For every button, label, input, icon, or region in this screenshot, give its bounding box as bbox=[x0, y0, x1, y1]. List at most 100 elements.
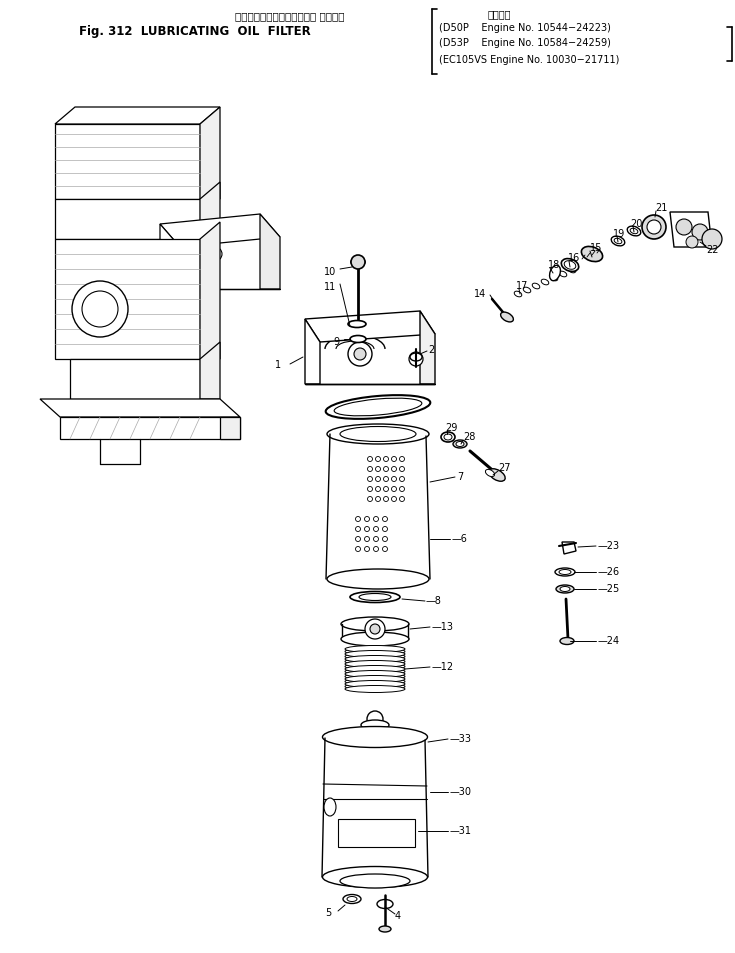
Ellipse shape bbox=[489, 469, 505, 481]
Circle shape bbox=[702, 230, 722, 250]
Text: —33: —33 bbox=[450, 733, 472, 743]
Circle shape bbox=[384, 487, 389, 492]
Polygon shape bbox=[420, 312, 435, 385]
Ellipse shape bbox=[559, 570, 571, 575]
Circle shape bbox=[647, 221, 661, 234]
Ellipse shape bbox=[564, 261, 576, 270]
Ellipse shape bbox=[410, 354, 422, 361]
Circle shape bbox=[212, 252, 218, 257]
Circle shape bbox=[368, 487, 373, 492]
Ellipse shape bbox=[340, 874, 410, 888]
Circle shape bbox=[376, 467, 381, 472]
Circle shape bbox=[384, 457, 389, 462]
Ellipse shape bbox=[485, 470, 495, 477]
Ellipse shape bbox=[523, 288, 531, 294]
Polygon shape bbox=[55, 200, 200, 240]
Ellipse shape bbox=[350, 336, 366, 343]
Polygon shape bbox=[70, 359, 200, 399]
Text: 29: 29 bbox=[445, 422, 457, 433]
Polygon shape bbox=[305, 319, 320, 385]
Circle shape bbox=[373, 547, 379, 552]
Text: 18: 18 bbox=[548, 260, 560, 270]
Circle shape bbox=[356, 527, 360, 532]
Circle shape bbox=[382, 517, 387, 522]
Ellipse shape bbox=[555, 568, 575, 577]
Ellipse shape bbox=[361, 720, 389, 730]
Text: 27: 27 bbox=[498, 462, 511, 473]
Text: 19: 19 bbox=[613, 229, 625, 239]
Polygon shape bbox=[305, 312, 435, 343]
Ellipse shape bbox=[345, 671, 405, 678]
Text: 17: 17 bbox=[516, 281, 528, 291]
Ellipse shape bbox=[345, 646, 405, 653]
Ellipse shape bbox=[323, 727, 428, 748]
Circle shape bbox=[365, 547, 370, 552]
Circle shape bbox=[368, 477, 373, 482]
Polygon shape bbox=[55, 240, 200, 359]
Circle shape bbox=[400, 497, 404, 502]
Circle shape bbox=[365, 517, 370, 522]
Circle shape bbox=[351, 255, 365, 270]
Ellipse shape bbox=[560, 587, 570, 592]
Ellipse shape bbox=[348, 321, 366, 328]
Ellipse shape bbox=[514, 292, 522, 297]
Polygon shape bbox=[160, 225, 180, 290]
Circle shape bbox=[368, 457, 373, 462]
Circle shape bbox=[676, 220, 692, 235]
Ellipse shape bbox=[359, 594, 391, 601]
Text: 9: 9 bbox=[334, 336, 340, 347]
Text: 7: 7 bbox=[457, 472, 463, 481]
Ellipse shape bbox=[345, 680, 405, 688]
Circle shape bbox=[409, 353, 423, 367]
Circle shape bbox=[368, 497, 373, 502]
Circle shape bbox=[692, 225, 708, 241]
Text: —25: —25 bbox=[598, 583, 620, 594]
Text: —12: —12 bbox=[432, 661, 454, 671]
Ellipse shape bbox=[612, 237, 625, 247]
Circle shape bbox=[365, 537, 370, 542]
Ellipse shape bbox=[345, 651, 405, 658]
Ellipse shape bbox=[343, 895, 361, 903]
Ellipse shape bbox=[345, 660, 405, 668]
Circle shape bbox=[348, 343, 372, 367]
Text: 16: 16 bbox=[568, 253, 580, 263]
Ellipse shape bbox=[551, 275, 558, 281]
Text: 28: 28 bbox=[463, 432, 476, 441]
Circle shape bbox=[384, 477, 389, 482]
Text: 2: 2 bbox=[428, 345, 434, 355]
Text: ルーブリケーティングオイル フィルタ: ルーブリケーティングオイル フィルタ bbox=[235, 11, 345, 21]
Text: —8: —8 bbox=[426, 596, 442, 605]
Ellipse shape bbox=[550, 266, 560, 281]
Circle shape bbox=[384, 467, 389, 472]
Text: (D50P    Engine No. 10544−24223): (D50P Engine No. 10544−24223) bbox=[439, 23, 611, 33]
Text: 15: 15 bbox=[590, 243, 603, 253]
Ellipse shape bbox=[532, 284, 539, 290]
Circle shape bbox=[392, 477, 396, 482]
Text: 20: 20 bbox=[630, 219, 642, 229]
Text: 1: 1 bbox=[275, 359, 281, 370]
Circle shape bbox=[376, 487, 381, 492]
Circle shape bbox=[82, 292, 118, 328]
Ellipse shape bbox=[324, 799, 336, 816]
Polygon shape bbox=[55, 125, 200, 200]
Circle shape bbox=[208, 248, 222, 262]
Ellipse shape bbox=[327, 569, 429, 589]
Circle shape bbox=[376, 497, 381, 502]
Ellipse shape bbox=[345, 666, 405, 673]
Ellipse shape bbox=[327, 424, 429, 444]
Circle shape bbox=[72, 282, 128, 337]
Circle shape bbox=[686, 236, 698, 249]
Ellipse shape bbox=[541, 280, 549, 286]
Polygon shape bbox=[55, 108, 220, 125]
Ellipse shape bbox=[379, 926, 391, 932]
Polygon shape bbox=[40, 399, 240, 417]
Ellipse shape bbox=[501, 313, 513, 322]
Ellipse shape bbox=[341, 633, 409, 646]
Text: (EC105VS Engine No. 10030−21711): (EC105VS Engine No. 10030−21711) bbox=[439, 55, 620, 65]
Circle shape bbox=[356, 537, 360, 542]
Circle shape bbox=[367, 711, 383, 727]
Polygon shape bbox=[60, 417, 240, 439]
Circle shape bbox=[365, 527, 370, 532]
Circle shape bbox=[376, 477, 381, 482]
Polygon shape bbox=[338, 820, 415, 847]
